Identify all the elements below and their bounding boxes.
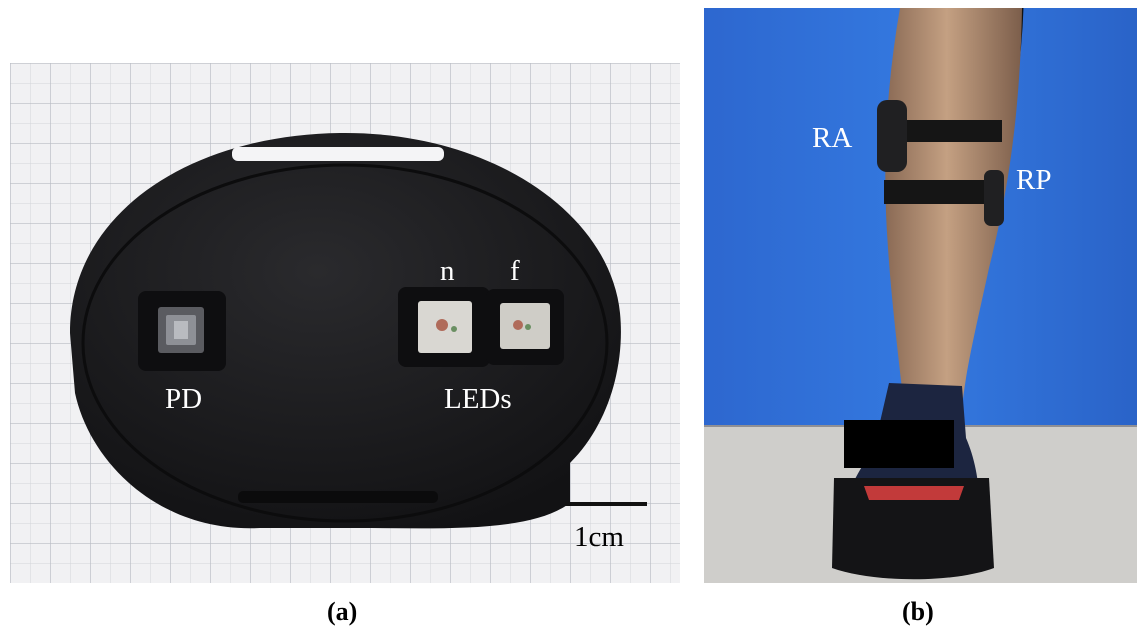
label-pd: PD bbox=[165, 383, 203, 415]
privacy-block bbox=[844, 420, 954, 468]
sensor-ra bbox=[877, 100, 907, 172]
scale-bar-label: 1cm bbox=[574, 521, 624, 553]
bottom-strap-slot bbox=[238, 491, 438, 503]
sandal bbox=[832, 478, 994, 580]
upper-strap bbox=[882, 120, 1002, 142]
scale-bar bbox=[565, 502, 647, 506]
led-near bbox=[398, 287, 490, 367]
panel-a-photo: PD LEDs n f 1cm bbox=[10, 63, 680, 583]
device-body bbox=[70, 132, 621, 529]
led-far bbox=[486, 289, 564, 365]
panel-b-photo: RA RP bbox=[704, 8, 1137, 583]
sensor-rp bbox=[984, 170, 1004, 226]
label-led-far: f bbox=[510, 255, 520, 287]
caption-a: (a) bbox=[327, 597, 358, 626]
leg-illustration bbox=[704, 8, 1137, 583]
lower-strap bbox=[884, 180, 1002, 204]
photodiode bbox=[138, 291, 226, 371]
label-ra: RA bbox=[812, 122, 853, 154]
label-leds: LEDs bbox=[444, 383, 512, 415]
caption-b: (b) bbox=[902, 597, 934, 626]
sensor-device-illustration bbox=[10, 63, 680, 583]
top-strap-slot bbox=[232, 147, 444, 161]
label-rp: RP bbox=[1016, 164, 1052, 196]
lower-leg bbox=[885, 8, 1022, 408]
label-led-near: n bbox=[440, 255, 455, 287]
